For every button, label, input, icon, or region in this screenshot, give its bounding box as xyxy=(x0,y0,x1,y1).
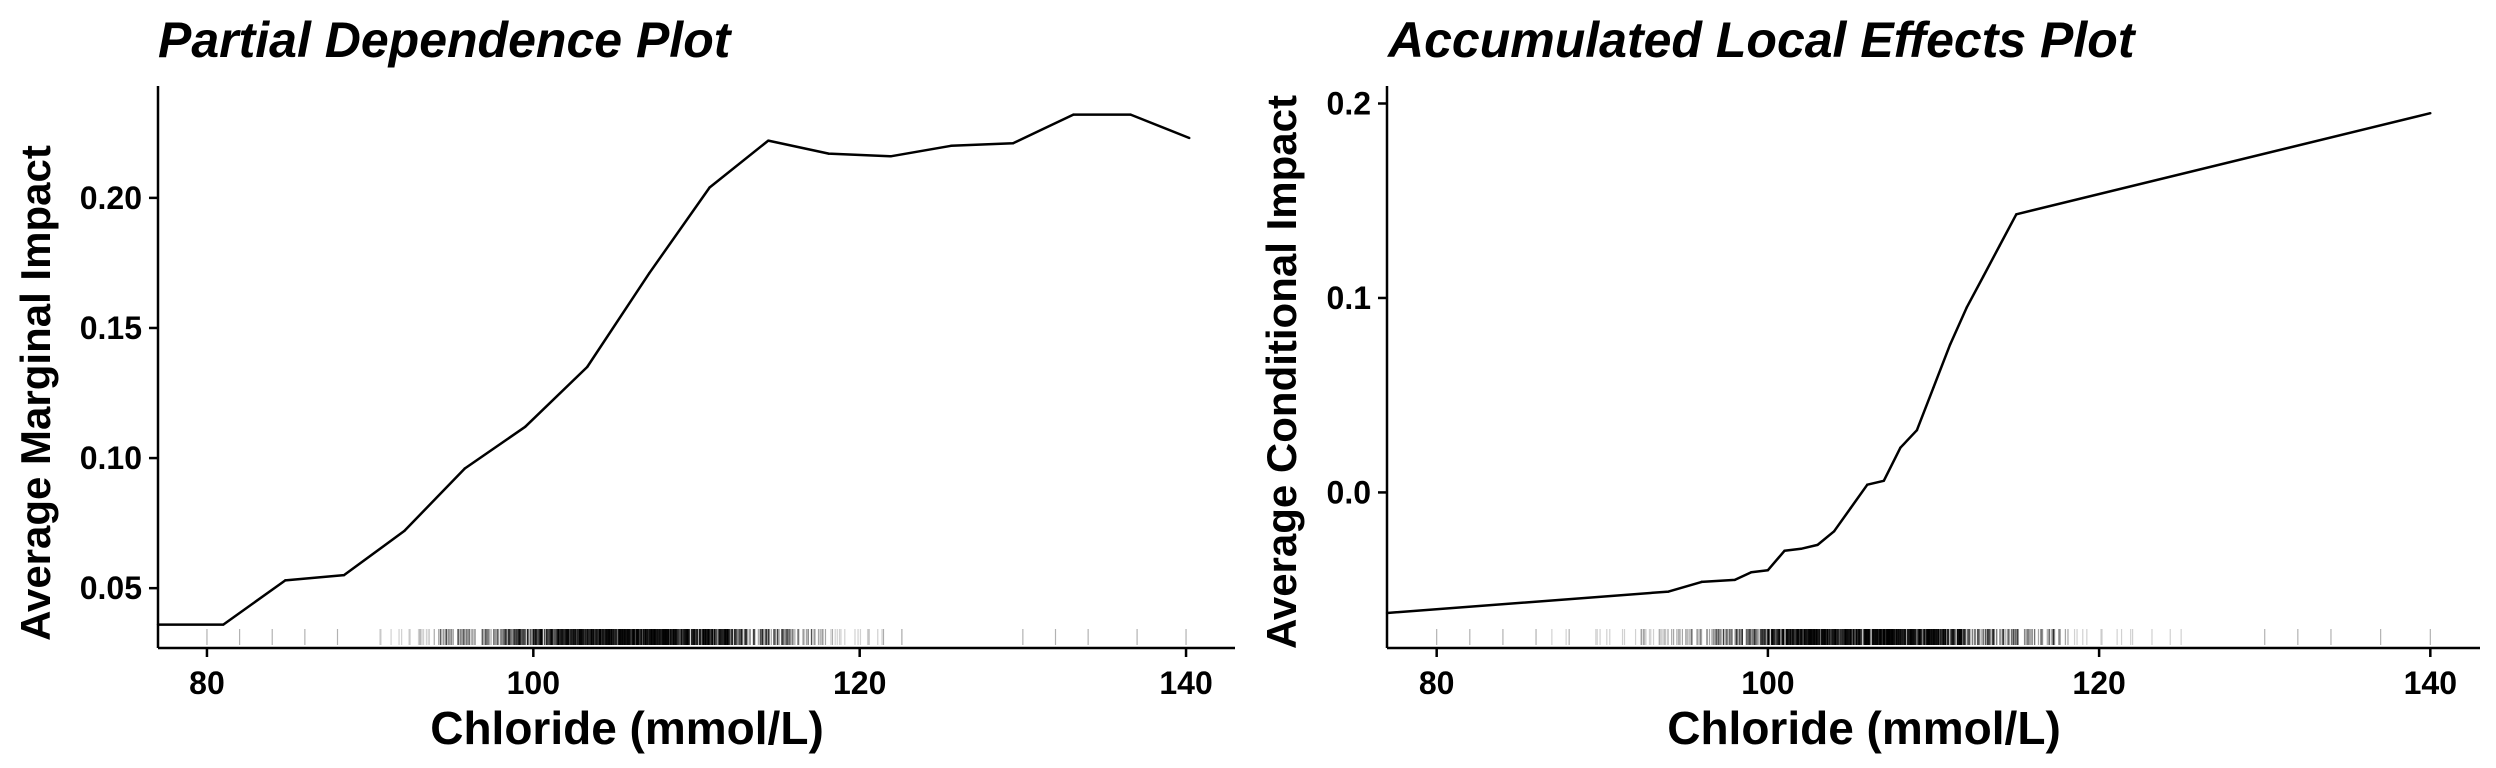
pdp-data-point xyxy=(284,579,287,582)
ale-rug xyxy=(1436,629,2431,645)
ale-y-axis-label: Average Conditional Impact xyxy=(1258,95,1305,649)
pdp-data-point xyxy=(156,623,160,626)
pdp-x-tick-label: 80 xyxy=(189,665,225,701)
pdp-data-point xyxy=(222,623,225,626)
pdp-x-tick-label: 140 xyxy=(1159,665,1212,701)
ale-data-point xyxy=(1733,578,1736,582)
ale-x-tick-label: 100 xyxy=(1741,665,1794,701)
pdp-y-tick-label: 0.15 xyxy=(80,310,142,346)
pdp-x-tick-label: 100 xyxy=(507,665,560,701)
ale-x-tick-label: 140 xyxy=(2404,665,2457,701)
ale-data-point xyxy=(1385,611,1389,615)
ale-data-point xyxy=(1750,570,1753,574)
pdp-x-axis-label: Chloride (mmol/L) xyxy=(430,702,824,754)
ale-data-point xyxy=(1899,446,1902,449)
ale-data-point xyxy=(1998,244,2001,247)
pdp-data-point xyxy=(463,467,466,470)
pdp-y-tick-label: 0.20 xyxy=(80,180,142,216)
ale-data-point xyxy=(1667,590,1670,593)
ale-data-point xyxy=(1882,479,1886,482)
ale-x-tick-label: 80 xyxy=(1419,665,1455,701)
ale-data-point xyxy=(1766,569,1770,572)
ale-data-point xyxy=(1948,343,1952,346)
ale-y-tick-label: 0.0 xyxy=(1327,474,1371,510)
pdp-data-point xyxy=(889,155,892,158)
ale-data-point xyxy=(1799,547,1803,551)
pdp-y-tick-label: 0.10 xyxy=(80,440,142,476)
ale-y-tick-label: 0.2 xyxy=(1327,86,1371,122)
pdp-data-point xyxy=(949,144,953,148)
pdp-data-point xyxy=(1011,142,1015,145)
pdp-x-tick-label: 120 xyxy=(833,665,886,701)
ale-data-point xyxy=(2015,213,2018,216)
pdp-data-point xyxy=(523,425,527,429)
pdp-data-point xyxy=(647,272,651,275)
ale-data-point xyxy=(1832,530,1836,533)
pdp-rug xyxy=(206,629,1187,645)
pdp-y-tick-label: 0.05 xyxy=(80,570,142,606)
pdp-data-point xyxy=(403,529,406,533)
pdp-data-point xyxy=(1072,113,1075,116)
ale-data-point xyxy=(1816,543,1819,547)
ale-x-tick-label: 120 xyxy=(2072,665,2125,701)
ale-data-point xyxy=(1783,549,1786,552)
ale-data-point xyxy=(1866,483,1869,486)
pdp-title: Partial Dependence Plot xyxy=(158,12,733,68)
ale-data-point xyxy=(1915,429,1919,432)
pdp-series-line xyxy=(158,113,1190,626)
pdp-data-point xyxy=(708,186,711,189)
ale-data-point xyxy=(2429,112,2432,115)
pdp-data-point xyxy=(767,139,770,142)
pdp-data-point xyxy=(1188,136,1191,140)
pdp-data-point xyxy=(342,573,346,577)
ale-y-tick-label: 0.1 xyxy=(1327,280,1371,316)
pdp-panel: Partial Dependence Plot Average Marginal… xyxy=(12,12,1235,754)
ale-panel: Accumulated Local Effects Plot Average C… xyxy=(1258,12,2480,754)
pdp-data-point xyxy=(1129,113,1132,116)
ale-data-point xyxy=(1700,580,1703,584)
pdp-data-point xyxy=(585,365,589,369)
ale-data-point xyxy=(1981,275,1985,278)
ale-data-point xyxy=(1965,306,1968,309)
ale-data-point xyxy=(1849,506,1852,510)
ale-title: Accumulated Local Effects Plot xyxy=(1386,12,2137,68)
pdp-y-axis-label: Average Marginal Impact xyxy=(12,145,59,641)
ale-x-axis-label: Chloride (mmol/L) xyxy=(1667,702,2061,754)
ale-series-line xyxy=(1386,111,2431,615)
pdp-data-point xyxy=(827,152,830,155)
ale-data-point xyxy=(1932,386,1935,389)
